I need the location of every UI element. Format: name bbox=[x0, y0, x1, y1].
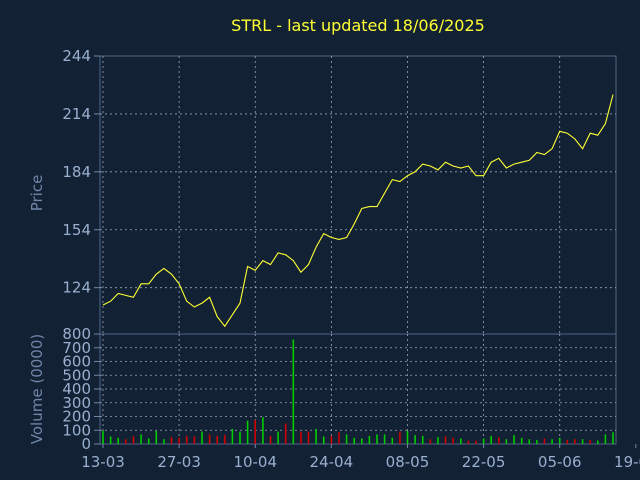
date-tick-label: 19-06 bbox=[614, 453, 640, 471]
volume-tick-label: 500 bbox=[62, 366, 91, 384]
date-tick-label: 13-03 bbox=[81, 453, 125, 471]
volume-grid bbox=[100, 334, 616, 444]
date-tick-label: 05-06 bbox=[538, 453, 582, 471]
price-axis-label: Price bbox=[28, 175, 46, 212]
volume-tick-label: 300 bbox=[62, 394, 91, 412]
volume-tick-label: 600 bbox=[62, 353, 91, 371]
volume-plot-frame bbox=[99, 333, 617, 445]
date-tick-label: 08-05 bbox=[386, 453, 430, 471]
volume-tick-label: 400 bbox=[62, 380, 91, 398]
price-tick-label: 184 bbox=[62, 163, 91, 181]
date-tick-label: 24-04 bbox=[310, 453, 354, 471]
volume-tick-label: 100 bbox=[62, 421, 91, 439]
date-tick-label: 22-05 bbox=[462, 453, 506, 471]
volume-tick-label: 700 bbox=[62, 339, 91, 357]
price-grid bbox=[100, 56, 616, 334]
price-plot-frame bbox=[99, 55, 617, 335]
price-panel: 244 214 184 154 124 Price bbox=[28, 47, 617, 335]
volume-axis-label: Volume (0000) bbox=[28, 334, 46, 444]
volume-tick-label: 0 bbox=[81, 435, 91, 453]
price-line bbox=[102, 94, 614, 328]
price-tick-label: 214 bbox=[62, 105, 91, 123]
price-tick-label: 244 bbox=[62, 47, 91, 65]
price-y-axis: 244 214 184 154 124 bbox=[62, 47, 100, 297]
chart-title: STRL - last updated 18/06/2025 bbox=[231, 16, 485, 35]
date-tick-label: 27-03 bbox=[157, 453, 201, 471]
volume-tick-label: 200 bbox=[62, 408, 91, 426]
price-tick-label: 124 bbox=[62, 279, 91, 297]
volume-bars bbox=[102, 339, 614, 444]
volume-tick-label: 800 bbox=[62, 325, 91, 343]
price-tick-label: 154 bbox=[62, 221, 91, 239]
date-x-axis: 13-03 27-03 10-04 24-04 08-05 22-05 05-06 19-06 bbox=[81, 444, 640, 471]
date-tick-label: 10-04 bbox=[233, 453, 277, 471]
